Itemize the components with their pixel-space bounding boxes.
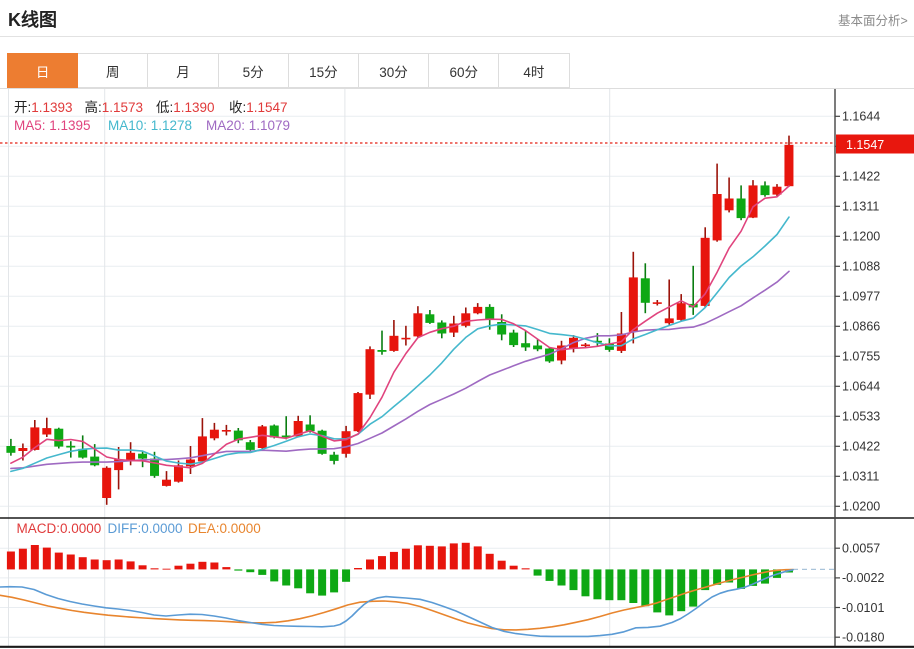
svg-text:-0.0180: -0.0180 [842, 631, 884, 645]
svg-text:1.1200: 1.1200 [842, 230, 880, 244]
svg-text:1.1644: 1.1644 [842, 110, 880, 124]
svg-text:1.0422: 1.0422 [842, 440, 880, 454]
svg-text:1.0311: 1.0311 [842, 470, 879, 484]
svg-text:-0.0022: -0.0022 [842, 571, 884, 585]
svg-text:1.1311: 1.1311 [842, 200, 879, 214]
svg-text:1.0755: 1.0755 [842, 350, 880, 364]
svg-text:1.1547: 1.1547 [846, 138, 884, 152]
svg-text:1.0644: 1.0644 [842, 380, 880, 394]
svg-text:0.0057: 0.0057 [842, 542, 880, 556]
svg-text:1.0977: 1.0977 [842, 290, 880, 304]
svg-text:1.0866: 1.0866 [842, 320, 880, 334]
svg-text:1.0533: 1.0533 [842, 410, 880, 424]
svg-text:-0.0101: -0.0101 [842, 601, 884, 615]
svg-text:1.1422: 1.1422 [842, 170, 880, 184]
svg-text:1.1088: 1.1088 [842, 260, 880, 274]
svg-text:1.0200: 1.0200 [842, 500, 880, 514]
